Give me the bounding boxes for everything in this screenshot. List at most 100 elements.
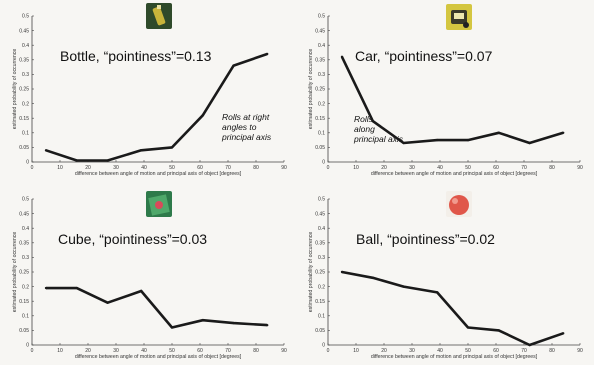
x-tick-label: 60 [197,348,203,354]
data-point [371,119,374,123]
y-tick-label: 0.25 [315,87,325,93]
data-point [170,146,174,149]
x-tick-label: 90 [577,348,583,354]
x-tick-label: 80 [549,348,555,354]
y-tick-label: 0.45 [19,28,29,34]
chart-panel: 0 0.05 0.1 0.15 0.2 0.25 0.3 0.35 0.4 0.45 0.5 0 10 2… [12,3,287,177]
x-tick-label: 60 [197,165,203,171]
data-point [75,286,79,290]
y-tick-label: 0.45 [315,28,325,34]
x-tick-label: 60 [493,165,499,171]
x-tick-label: 50 [169,165,175,171]
x-tick-label: 80 [253,165,259,171]
y-tick-label: 0.05 [19,145,29,151]
y-tick-label: 0.05 [19,328,29,334]
data-point [44,286,48,290]
data-point [266,52,269,56]
y-tick-label: 0 [322,160,325,166]
chart-panel: 0 0.05 0.1 0.15 0.2 0.25 0.3 0.35 0.4 0.45 0.5 0 10 2… [308,191,583,360]
y-tick-label: 0.25 [315,270,325,276]
y-tick-label: 0.35 [19,58,29,64]
annotation-text: principal axis [221,132,272,142]
x-tick-label: 90 [281,165,287,171]
x-axis-label: difference between angle of motion and p… [75,171,242,177]
x-tick-label: 50 [465,348,471,354]
x-tick-label: 30 [113,165,119,171]
x-tick-label: 50 [465,165,471,171]
annotation-text: Rolls at right [222,112,270,122]
x-tick-label: 20 [85,165,91,171]
y-tick-label: 0 [322,343,325,349]
data-point [528,343,531,347]
y-tick-label: 0.05 [315,145,325,151]
y-tick-label: 0.15 [19,299,29,305]
chart-panel: 0 0.05 0.1 0.15 0.2 0.25 0.3 0.35 0.4 0.45 0.5 0 10 2… [12,191,287,360]
series-line [45,52,268,162]
data-point [140,289,143,293]
data-point [402,141,405,145]
y-tick-label: 0.2 [22,284,29,290]
y-tick-label: 0.45 [315,211,325,217]
y-tick-label: 0.4 [22,226,29,232]
x-tick-label: 0 [31,165,34,171]
y-tick-label: 0.3 [318,255,325,261]
panel-title: Ball, “pointiness”=0.02 [356,231,495,247]
y-tick-label: 0.35 [315,58,325,64]
x-tick-label: 10 [57,165,63,171]
x-axis-label: difference between angle of motion and p… [75,354,242,360]
data-point [466,326,470,329]
x-tick-label: 40 [141,348,147,354]
y-tick-label: 0.1 [318,314,325,320]
data-point [528,141,531,145]
y-tick-label: 0.3 [22,255,29,261]
y-tick-label: 0.35 [19,241,29,247]
y-tick-label: 0.5 [318,14,325,20]
data-point [371,276,374,280]
cube-photo-icon [146,191,172,217]
x-tick-label: 10 [57,348,63,354]
ball-photo-icon [446,191,472,217]
data-point [340,55,344,59]
car-photo-icon [446,4,472,30]
panel-title: Bottle, “pointiness”=0.13 [60,48,212,64]
y-tick-label: 0.15 [315,299,325,305]
y-tick-label: 0 [26,343,29,349]
y-tick-label: 0.3 [318,72,325,78]
y-tick-label: 0.1 [22,131,29,137]
annotation-text: along [354,124,375,134]
panel-title: Cube, “pointiness”=0.03 [58,231,207,247]
series-line [46,286,268,329]
y-tick-label: 0.2 [318,284,325,290]
x-tick-label: 60 [493,348,499,354]
data-point [436,291,439,294]
series-line [340,56,564,145]
data-point [170,326,174,329]
x-tick-label: 40 [437,348,443,354]
data-point [232,321,235,325]
data-point [106,301,109,304]
data-point [402,285,405,288]
y-tick-label: 0 [26,160,29,166]
y-tick-label: 0.4 [22,43,29,49]
data-point [232,64,235,67]
bottle-photo-icon [146,3,172,29]
y-tick-label: 0.3 [22,72,29,78]
x-tick-label: 30 [409,165,415,171]
data-point [562,131,565,134]
y-tick-label: 0.25 [19,87,29,93]
y-axis-label: estimated probability of occurrence [12,49,18,130]
x-axis-label: difference between angle of motion and p… [371,171,538,177]
y-tick-label: 0.5 [22,197,29,203]
x-tick-label: 20 [381,348,387,354]
y-axis-label: estimated probability of occurrence [308,49,314,130]
annotation-text: angles to [222,122,257,132]
y-tick-label: 0.45 [19,211,29,217]
data-point [497,131,500,134]
y-axis-label: estimated probability of occurrence [308,232,314,313]
y-tick-label: 0.4 [318,226,325,232]
x-tick-label: 80 [253,348,259,354]
x-tick-label: 10 [353,165,359,171]
data-point [75,159,79,162]
x-tick-label: 20 [381,165,387,171]
